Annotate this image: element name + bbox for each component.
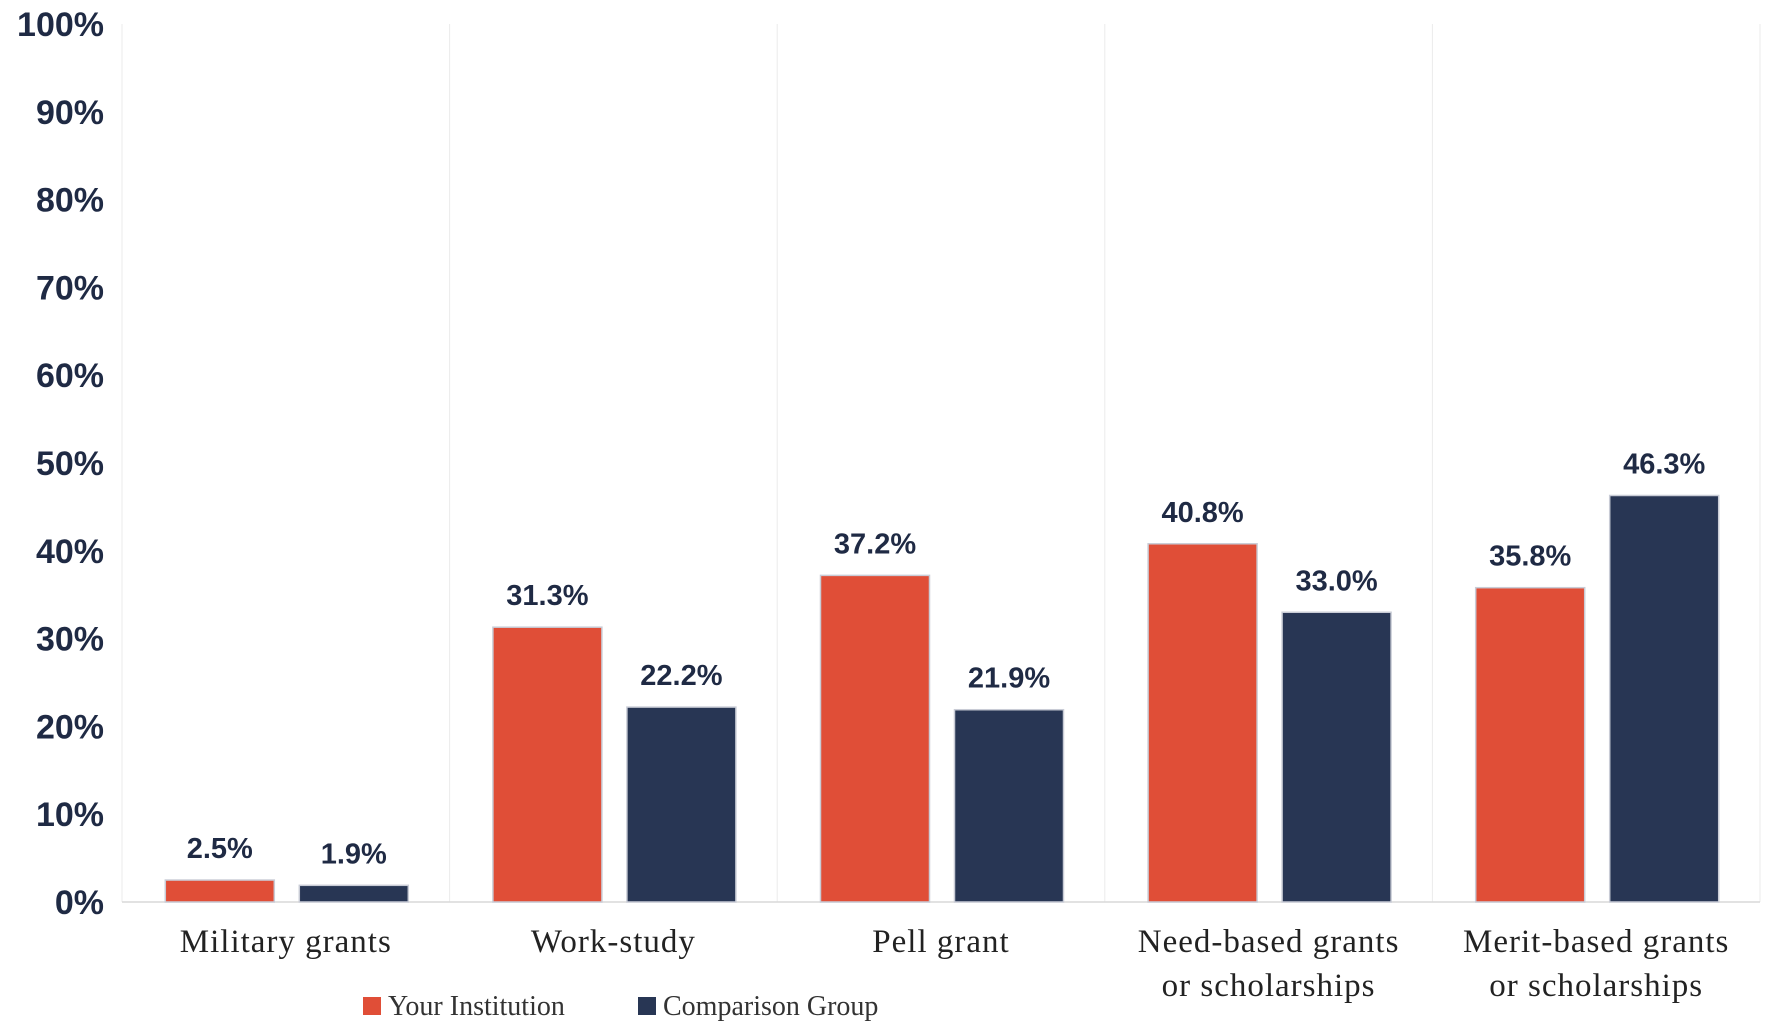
category-label-line: Work-study <box>531 924 696 960</box>
y-tick-label: 10% <box>36 796 104 834</box>
y-tick-label: 90% <box>36 94 104 132</box>
data-label-comparison-group: 22.2% <box>640 660 722 692</box>
category-label-line: or scholarships <box>1162 968 1376 1004</box>
category-label: Work-study <box>531 924 696 960</box>
data-label-your-institution: 2.5% <box>187 833 253 865</box>
y-tick-label: 50% <box>36 445 104 483</box>
bar-comparison-group <box>626 706 737 903</box>
data-label-your-institution: 31.3% <box>506 580 588 612</box>
y-tick-label: 20% <box>36 708 104 746</box>
category-label-line: Need-based grants <box>1138 924 1400 960</box>
bar-comparison-group <box>953 708 1065 903</box>
category-label: Pell grant <box>872 924 1009 960</box>
y-tick-label: 70% <box>36 269 104 307</box>
category-label: Military grants <box>180 924 392 960</box>
data-label-comparison-group: 1.9% <box>321 838 387 870</box>
legend-item-comparison-group-label: Comparison Group <box>663 991 878 1022</box>
category-label-line: or scholarships <box>1489 968 1703 1004</box>
y-tick-label: 80% <box>36 182 104 220</box>
y-tick-label: 30% <box>36 621 104 659</box>
bar-your-institution <box>1474 586 1586 903</box>
legend-item-your-institution-label: Your Institution <box>388 991 565 1022</box>
bar-comparison-group <box>1281 611 1392 903</box>
category-label: Merit-based grants or scholarships <box>1463 924 1729 1004</box>
data-label-your-institution: 35.8% <box>1489 541 1571 573</box>
bar-comparison-group <box>1608 494 1720 903</box>
data-label-comparison-group: 21.9% <box>968 663 1050 695</box>
category-label-line: Merit-based grants <box>1463 924 1729 960</box>
category-label: Need-based grants or scholarships <box>1138 924 1400 1004</box>
legend-item-comparison-group-swatch <box>638 997 656 1015</box>
category-label-line: Pell grant <box>872 924 1009 960</box>
category-label-line: Military grants <box>180 924 392 960</box>
bar-your-institution <box>1147 543 1258 903</box>
data-label-comparison-group: 46.3% <box>1623 448 1705 480</box>
bar-your-institution <box>164 879 276 903</box>
bar-your-institution <box>492 626 603 903</box>
y-tick-label: 100% <box>17 6 104 44</box>
bar-comparison-group <box>298 884 410 903</box>
data-label-your-institution: 37.2% <box>834 528 916 560</box>
bar-your-institution <box>819 574 931 903</box>
y-tick-label: 60% <box>36 357 104 395</box>
y-tick-label: 40% <box>36 533 104 571</box>
data-label-comparison-group: 33.0% <box>1295 565 1377 597</box>
y-tick-label: 0% <box>55 884 104 922</box>
data-label-your-institution: 40.8% <box>1161 497 1243 529</box>
legend-item-your-institution-swatch <box>363 997 381 1015</box>
